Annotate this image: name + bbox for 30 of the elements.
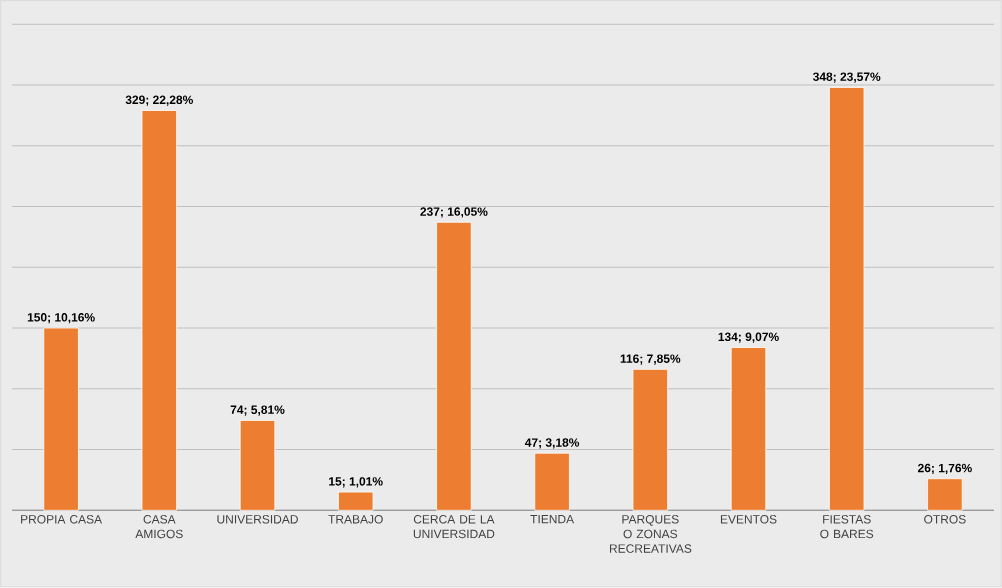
bar bbox=[828, 87, 865, 511]
x-tick-label: OTROS bbox=[924, 515, 966, 524]
data-label: 134; 9,07% bbox=[718, 332, 779, 343]
x-tick-label: PARQUES O ZONAS RECREATIVAS bbox=[609, 515, 692, 554]
bar bbox=[730, 347, 767, 511]
data-label: 150; 10,16% bbox=[27, 313, 95, 324]
bar bbox=[927, 478, 963, 511]
x-tick-label: PROPIA CASA bbox=[21, 515, 103, 524]
x-tick-label: EVENTOS bbox=[720, 515, 777, 524]
data-label: 329; 22,28% bbox=[125, 95, 193, 106]
data-label: 26; 1,76% bbox=[917, 463, 972, 475]
x-tick-label: CASA AMIGOS bbox=[135, 515, 183, 539]
data-label: 116; 7,85% bbox=[620, 354, 681, 365]
x-tick-label: UNIVERSIDAD bbox=[217, 515, 298, 524]
bar bbox=[436, 222, 472, 511]
bar bbox=[141, 110, 178, 511]
x-tick-label: FIESTAS O BARES bbox=[820, 515, 874, 539]
data-label: 348; 23,57% bbox=[812, 72, 881, 83]
data-label: 15; 1,01% bbox=[329, 477, 383, 488]
data-label: 47; 3,18% bbox=[524, 438, 580, 449]
bar bbox=[632, 369, 669, 511]
x-tick-label: TRABAJO bbox=[328, 515, 383, 524]
data-label: 74; 5,81% bbox=[230, 405, 285, 416]
data-label: 237; 16,05% bbox=[420, 207, 488, 218]
x-tick-label: CERCA DE LA UNIVERSIDAD bbox=[413, 515, 495, 539]
x-tick-label: TIENDA bbox=[530, 515, 575, 524]
bar bbox=[337, 491, 374, 511]
bar bbox=[239, 420, 276, 511]
bar bbox=[534, 453, 570, 511]
bar bbox=[43, 327, 79, 511]
